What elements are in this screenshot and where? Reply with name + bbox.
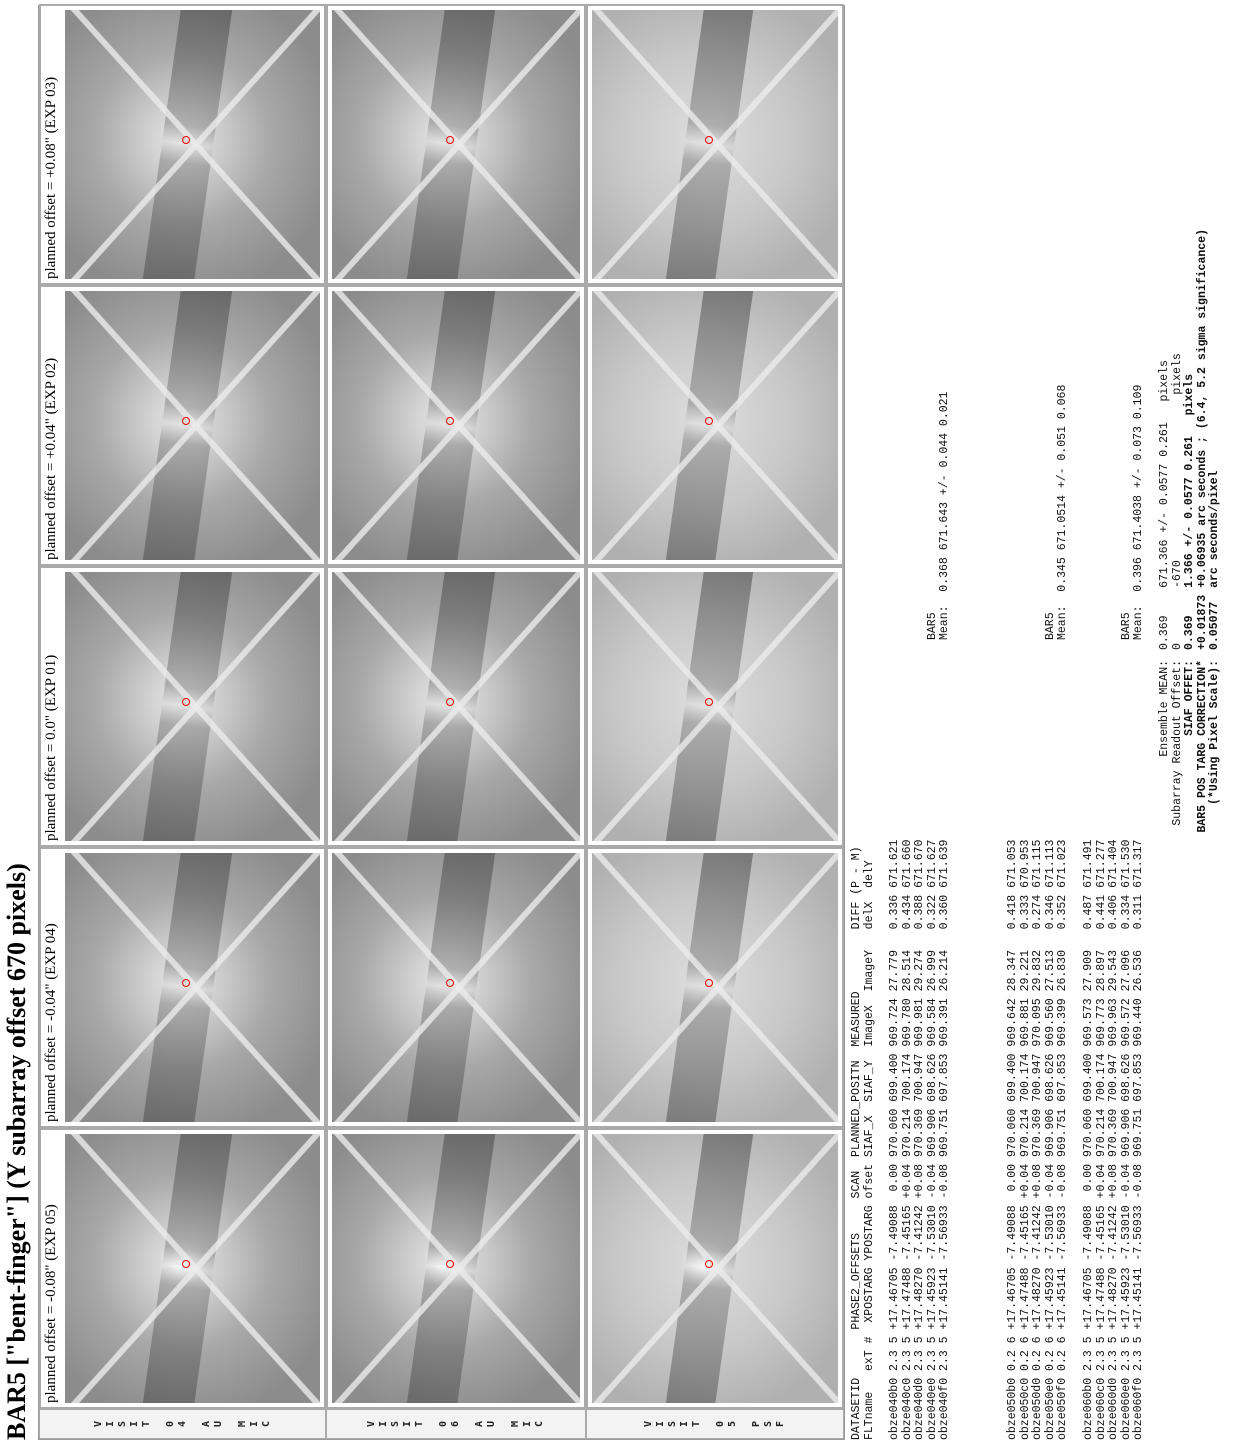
dark-band [136,853,239,1122]
image-cell [326,1128,586,1409]
dark-band [136,1134,239,1403]
text-line: FLTname exT # XPOSTARG YPOSTARG ofset SI… [863,860,876,1440]
text-line: obze040f0 2.3 5 +17.45141 -7.56933 -0.08… [938,840,951,1440]
dark-band [400,1134,502,1403]
dark-band [400,572,502,841]
text-line: obze050e0 0.2 6 +17.45923 -7.53010 -0.04… [1044,840,1057,1440]
text-line: Mean: 0.345 671.0514 +/- 0.051 0.068 [1056,385,1069,640]
image-cell [586,285,844,566]
column-header: planned offset = +0.04" (EXP 02) [43,358,60,560]
dark-band [400,291,502,560]
dark-band [400,10,502,279]
image-cell [326,285,586,566]
text-line: 0 -670 pixels [1171,353,1184,650]
image-cell [586,4,844,285]
image-cell: planned offset = +0.08" (EXP 03) [39,4,326,285]
text-line: 0.05077 arc seconds/pixel [1208,471,1221,650]
text-line: obze040b0 2.3 5 +17.46705 -7.49088 0.00 … [888,840,901,1440]
image [332,291,580,560]
dark-band [660,10,761,279]
image [592,853,838,1122]
text-line: Mean: 0.396 671.4038 +/- 0.073 0.109 [1132,385,1145,640]
text-line: obze060e0 2.3 5 +17.45923 -7.53010 -0.04… [1120,840,1133,1440]
text-line: obze050c0 0.2 6 +17.47488 -7.45165 +0.04… [1019,840,1032,1440]
column-header: planned offset = 0.0" (EXP 01) [43,655,60,841]
image [592,1134,838,1403]
summary-label: Ensemble MEAN: [1158,660,1171,888]
text-line: obze040c0 2.3 5 +17.47488 -7.45165 +0.04… [901,840,914,1440]
text-line: BAR5 [1120,612,1133,640]
text-line: obze060c0 2.3 5 +17.47488 -7.45165 +0.04… [1095,840,1108,1440]
text-line: Mean: 0.368 671.643 +/- 0.044 0.021 [938,392,951,640]
image-cell [326,847,586,1128]
image [65,291,320,560]
image-cell [586,847,844,1128]
dark-band [660,1134,761,1403]
text-line: BAR5 [926,612,939,640]
dark-band [660,291,761,560]
title: BAR5 ["bent-finger"] (Y subarray offset … [2,863,32,1440]
image-cell [586,1128,844,1409]
column-header: planned offset = -0.08" (EXP 05) [43,1204,60,1403]
summary-label: (*Using Pixel Scale): [1208,660,1221,888]
dark-band [660,572,761,841]
image [592,10,838,279]
column-header: planned offset = -0.04" (EXP 04) [43,923,60,1122]
dark-band [136,291,239,560]
text-line: 0.369 1.366 +/- 0.0577 0.261 pixels [1183,374,1196,650]
summary-label: Subarray Readout Offset: [1171,660,1184,888]
image [332,10,580,279]
text-line: +0.01873 +0.06935 arc seconds ; (6.4, 5.… [1196,229,1209,650]
image-cell [586,566,844,847]
text-line: obze060d0 2.3 5 +17.48270 -7.41242 +0.08… [1107,840,1120,1440]
dark-band [136,10,239,279]
text-line: obze050b0 0.2 6 +17.46705 -7.49088 0.00 … [1006,840,1019,1440]
text-line: BAR5 [1044,612,1057,640]
image [65,10,320,279]
text-line: obze040d0 2.3 5 +17.48270 -7.41242 +0.08… [913,840,926,1440]
text-line: obze040e0 2.3 5 +17.45923 -7.53010 -0.04… [926,840,939,1440]
rotated-sheet: BAR5 ["bent-finger"] (Y subarray offset … [0,0,1249,1448]
image-cell: planned offset = -0.08" (EXP 05) [39,1128,326,1409]
image-cell: planned offset = +0.04" (EXP 02) [39,285,326,566]
image [332,853,580,1122]
image [65,572,320,841]
text-line: obze060b0 2.3 5 +17.46705 -7.49088 0.00 … [1082,840,1095,1440]
dark-band [660,853,761,1122]
dark-band [400,853,502,1122]
image-cell [326,4,586,285]
image [592,572,838,841]
summary-label: BAR5 POS TARG CORRECTION* [1196,660,1209,888]
image [65,853,320,1122]
image-cell: planned offset = -0.04" (EXP 04) [39,847,326,1128]
dark-band [136,572,239,841]
column-header: planned offset = +0.08" (EXP 03) [43,77,60,279]
image [332,1134,580,1403]
text-line: DATASETID PHASE2_OFFSETS SCAN PLANNED_PO… [850,847,863,1441]
image-cell [326,566,586,847]
text-line: obze060f0 2.3 5 +17.45141 -7.56933 -0.08… [1132,840,1145,1440]
image-cell: planned offset = 0.0" (EXP 01) [39,566,326,847]
text-line: 0.369 671.366 +/- 0.0577 0.261 pixels [1158,360,1171,650]
text-line: obze050f0 0.2 6 +17.45141 -7.56933 -0.08… [1056,840,1069,1440]
text-line: obze050d0 0.2 6 +17.48270 -7.41242 +0.08… [1031,840,1044,1440]
image [65,1134,320,1403]
image [592,291,838,560]
summary-label: SIAF OFFET: [1183,660,1196,888]
page: BAR5 ["bent-finger"] (Y subarray offset … [0,0,1249,1448]
image [332,572,580,841]
